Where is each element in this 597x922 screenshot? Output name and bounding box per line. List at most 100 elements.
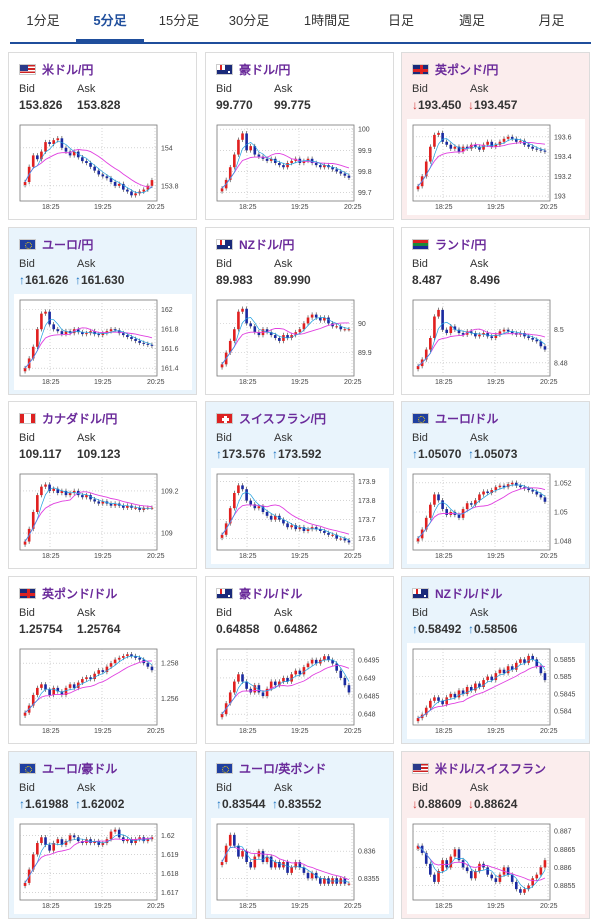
candlestick-chart[interactable]: 109.2 109 18:25 19:25 20:25 (14, 468, 192, 564)
pair-name[interactable]: ユーロ/円 (42, 237, 94, 252)
candlestick-chart[interactable]: 0.836 0.8355 18:25 19:25 20:25 (211, 818, 389, 914)
tab-7[interactable]: 週足 (458, 13, 485, 28)
pair-name[interactable]: ユーロ/英ポンド (239, 761, 327, 776)
candlestick-chart[interactable]: 162 161.8 161.6 161.4 18:25 19:25 20:25 (14, 294, 192, 390)
tab-2[interactable]: 5分足 (76, 0, 144, 42)
pair-header[interactable]: ランド/円 (412, 236, 486, 252)
tab-8[interactable]: 月足 (538, 13, 565, 28)
candle (494, 487, 498, 491)
pair-name[interactable]: NZドル/ドル (435, 586, 503, 601)
rate-card[interactable]: カナダドル/円 Bid Ask 109.117 109.123 109.2 109 18:25… (8, 401, 197, 569)
tab-3[interactable]: 15分足 (158, 13, 200, 28)
pair-name[interactable]: カナダドル/円 (42, 411, 118, 426)
pair-name[interactable]: ランド/円 (435, 237, 487, 252)
x-tick-label: 19:25 (94, 553, 112, 560)
candlestick-chart[interactable]: 0.5855 0.585 0.5845 0.584 18:25 19:25 20:25 (407, 643, 585, 739)
rate-card[interactable]: ユーロ/ドル Bid Ask ↑1.05070 ↑1.05073 1.052 1.05 1.0… (401, 401, 590, 569)
candle (314, 314, 318, 318)
candlestick-chart[interactable]: 1.052 1.05 1.048 18:25 19:25 20:25 (407, 468, 585, 564)
rate-card[interactable]: 米ドル/円 Bid Ask 153.826 153.828 154 153.8 18:25 19… (8, 52, 197, 220)
rate-card[interactable]: 米ドル/スイスフラン Bid Ask ↓0.88609 ↓0.88624 0.887 0.8… (401, 751, 590, 919)
candle (318, 529, 322, 531)
candlestick-chart[interactable]: 0.6495 0.649 0.6485 0.648 18:25 19:25 20:25 (211, 643, 389, 739)
pair-header[interactable]: ユーロ/豪ドル (19, 760, 117, 776)
rate-card[interactable]: ユーロ/英ポンド Bid Ask ↑0.83544 ↑0.83552 0.836 0.835… (205, 751, 394, 919)
pair-name[interactable]: NZドル/円 (239, 237, 295, 252)
pair-name[interactable]: 米ドル/スイスフラン (435, 761, 546, 776)
candle (36, 155, 39, 160)
candle (142, 507, 146, 510)
pair-name[interactable]: スイスフラン/円 (239, 411, 326, 426)
tab-1[interactable]: 1分足 (26, 13, 60, 28)
candle (498, 874, 502, 882)
pair-name[interactable]: ユーロ/ドル (435, 411, 499, 426)
pair-name[interactable]: 豪ドル/ドル (239, 586, 303, 601)
candle (445, 141, 449, 145)
rate-card[interactable]: 豪ドル/円 Bid Ask 99.770 99.775 100 99.9 99.8 99.7 18… (205, 52, 394, 220)
candle (343, 329, 347, 331)
candle (510, 874, 514, 882)
candle (97, 501, 101, 504)
pair-name[interactable]: 英ポンド/円 (435, 62, 499, 77)
candlestick-chart[interactable]: 90 89.9 18:25 19:25 20:25 (211, 294, 389, 390)
pair-header[interactable]: カナダドル/円 (19, 410, 117, 426)
pair-name[interactable]: 米ドル/円 (42, 62, 94, 77)
rate-card[interactable]: 英ポンド/円 Bid Ask ↓193.450 ↓193.457 193.6 193.4 19… (401, 52, 590, 220)
x-tick-label: 18:25 (435, 204, 453, 211)
candle (241, 851, 244, 857)
candlestick-chart[interactable]: 154 153.8 18:25 19:25 20:25 (14, 119, 192, 215)
candlestick-chart[interactable]: 173.9 173.8 173.7 173.6 18:25 19:25 20:25 (211, 468, 389, 564)
rate-card[interactable]: NZドル/ドル Bid Ask ↑0.58492 ↑0.58506 0.5855 0.585… (401, 576, 590, 744)
tab-6[interactable]: 日足 (387, 13, 414, 28)
candle (339, 171, 343, 174)
candlestick-chart[interactable]: 193.6 193.4 193.2 193 18:25 19:25 20:25 (407, 119, 585, 215)
pair-header[interactable]: 豪ドル/ドル (216, 585, 302, 601)
candle (531, 490, 534, 492)
candle (85, 495, 88, 498)
pair-name[interactable]: ユーロ/豪ドル (42, 761, 118, 776)
pair-header[interactable]: 英ポンド/ドル (19, 585, 117, 601)
rate-card[interactable]: 英ポンド/ドル Bid Ask 1.25754 1.25764 1.258 1.256 18:… (8, 576, 197, 744)
candlestick-chart[interactable]: 8.5 8.48 18:25 19:25 20:25 (407, 294, 585, 390)
rate-card[interactable]: 豪ドル/ドル Bid Ask 0.64858 0.64862 0.6495 0.649 0.6… (205, 576, 394, 744)
pair-header[interactable]: スイスフラン/円 (216, 410, 326, 426)
pair-header[interactable]: NZドル/円 (216, 236, 294, 252)
candlestick-chart[interactable]: 0.887 0.8865 0.886 0.8855 18:25 19:25 20:25 (407, 818, 585, 914)
pair-name[interactable]: 英ポンド/ドル (42, 586, 118, 601)
candle (298, 670, 302, 675)
rate-card[interactable]: ユーロ/豪ドル Bid Ask ↑1.61988 ↑1.62002 1.62 1.619 1.… (8, 751, 197, 919)
pair-header[interactable]: 米ドル/スイスフラン (412, 760, 546, 776)
chart-svg: 1.62 1.619 1.618 1.617 18:25 19:25 20:25 (19, 823, 179, 910)
candle (233, 154, 236, 168)
pair-header[interactable]: ユーロ/円 (19, 236, 93, 252)
candle (233, 493, 236, 509)
y-tick-label: 99.7 (358, 190, 372, 197)
tab-4[interactable]: 30分足 (228, 13, 270, 28)
y-tick-label: 1.052 (554, 480, 572, 487)
candle (469, 331, 473, 334)
ask-label: Ask (77, 83, 96, 95)
candle (331, 659, 334, 664)
candle (109, 178, 113, 182)
rate-card[interactable]: ランド/円 Bid Ask 8.487 8.496 8.5 8.48 18:25 19:25 20… (401, 227, 590, 395)
candle (257, 851, 261, 857)
candlestick-chart[interactable]: 1.258 1.256 18:25 19:25 20:25 (14, 643, 192, 739)
candle (523, 659, 526, 663)
pair-header[interactable]: 豪ドル/円 (216, 61, 290, 77)
pair-name[interactable]: 豪ドル/円 (239, 62, 291, 77)
candle (294, 670, 298, 675)
pair-header[interactable]: ユーロ/英ポンド (216, 760, 326, 776)
pair-header[interactable]: 英ポンド/円 (412, 61, 498, 77)
pair-header[interactable]: NZドル/ドル (412, 585, 502, 601)
candle (482, 491, 485, 495)
candlestick-chart[interactable]: 1.62 1.619 1.618 1.617 18:25 19:25 20:25 (14, 818, 192, 914)
rate-card[interactable]: スイスフラン/円 Bid Ask ↑173.576 ↑173.592 173.9 173.8… (205, 401, 394, 569)
rate-card[interactable]: NZドル/円 Bid Ask 89.983 89.990 90 89.9 18:25 19:25… (205, 227, 394, 395)
pair-header[interactable]: ユーロ/ドル (412, 410, 498, 426)
tab-5[interactable]: 1時間足 (303, 13, 351, 28)
pair-header[interactable]: 米ドル/円 (19, 61, 93, 77)
candle (134, 193, 137, 196)
candle (245, 308, 248, 324)
candlestick-chart[interactable]: 100 99.9 99.8 99.7 18:25 19:25 20:25 (211, 119, 389, 215)
rate-card[interactable]: ユーロ/円 Bid Ask ↑161.626 ↑161.630 162 161.8 161.6… (8, 227, 197, 395)
